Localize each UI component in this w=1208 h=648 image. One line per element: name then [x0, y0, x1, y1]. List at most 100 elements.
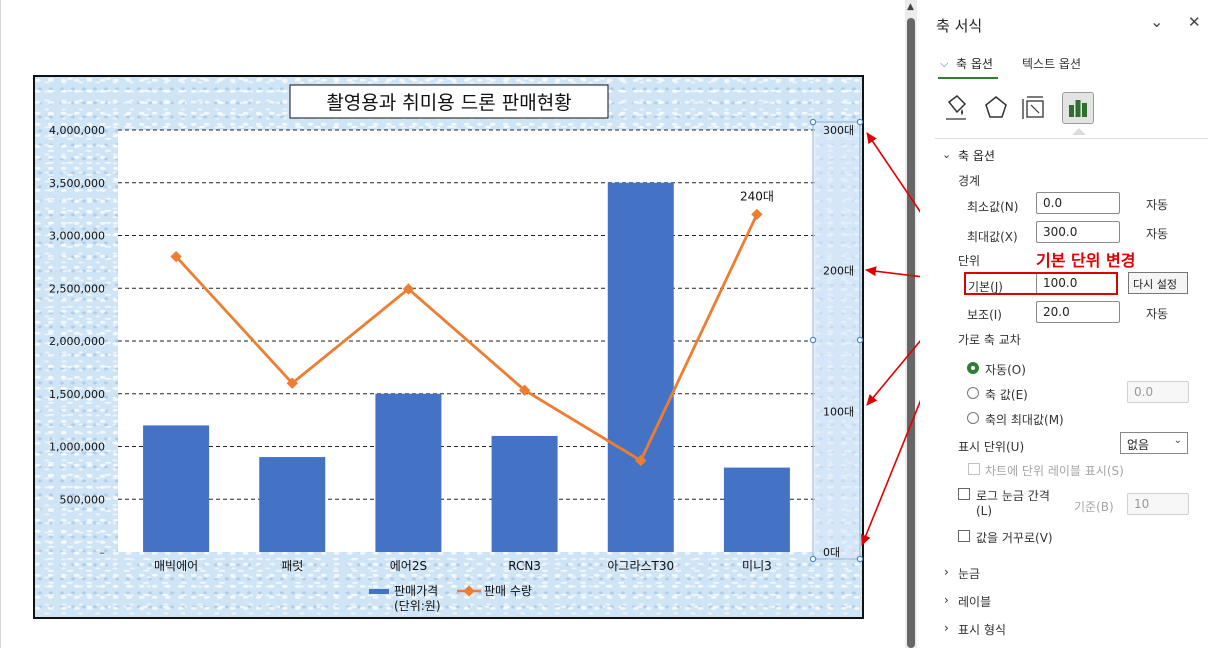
category-tick-label: 에어2S	[390, 559, 427, 573]
worksheet: 240대 – 500,000 1,000,000 1,500,000 2,000,000…	[0, 0, 905, 648]
radio-axis-max-label[interactable]: 축의 최대값(M)	[985, 413, 1064, 427]
selection-handle	[809, 555, 817, 563]
chevron-down-icon[interactable]: ⌄	[942, 148, 952, 161]
category-tick-label: 매빅에어	[154, 559, 198, 573]
min-field[interactable]	[1036, 192, 1120, 214]
category-axis-ticks: 매빅에어 패럿 에어2S RCN3 아그라스T30 미니3	[154, 559, 772, 573]
line-marker	[170, 250, 182, 263]
chart-title: 촬영용과 취미용 드론 판매현황	[326, 92, 571, 114]
minor-unit-label: 보조(I)	[967, 308, 1002, 322]
radio-axis-max[interactable]	[967, 412, 979, 424]
log-base-field[interactable]	[1127, 493, 1189, 515]
display-units-label: 표시 단위(U)	[958, 440, 1025, 454]
secondary-tick-label: 300대	[823, 124, 854, 137]
crosses-label: 가로 축 교차	[958, 333, 1021, 347]
primary-tick-label: 3,500,000	[49, 177, 105, 190]
section-tick-marks[interactable]: 눈금	[958, 567, 981, 581]
chevron-right-icon[interactable]: ›	[944, 565, 949, 579]
bar[interactable]	[143, 425, 210, 552]
display-units-select[interactable]: 없음 ⌄	[1120, 432, 1188, 454]
chevron-down-icon: ⌄	[1173, 435, 1182, 446]
tab-underline	[938, 77, 998, 79]
secondary-axis-selection[interactable]	[812, 121, 861, 560]
chevron-right-icon[interactable]: ›	[944, 621, 949, 635]
tab-axis-options[interactable]: 축 옵션	[956, 57, 993, 71]
radio-axis-value[interactable]	[967, 387, 979, 399]
minor-status: 자동	[1146, 307, 1169, 321]
axis-value-field[interactable]	[1127, 381, 1189, 403]
chart-title-box[interactable]: 촬영용과 취미용 드론 판매현황	[289, 84, 609, 119]
annotation-arrows	[0, 0, 905, 648]
show-unit-label-checkbox[interactable]	[968, 463, 980, 475]
chart-canvas: 240대 – 500,000 1,000,000 1,500,000 2,000,000…	[49, 84, 864, 613]
radio-auto[interactable]	[967, 362, 979, 374]
primary-tick-label: 1,000,000	[49, 441, 105, 454]
tab-chevron-icon: ⌵	[940, 57, 949, 70]
log-scale-checkbox[interactable]	[958, 488, 970, 500]
major-unit-highlight	[964, 272, 1118, 295]
bar[interactable]	[491, 435, 558, 552]
log-scale-label: 로그 눈금 간격	[976, 489, 1050, 503]
max-status: 자동	[1146, 227, 1169, 241]
max-field[interactable]	[1036, 221, 1120, 243]
bar[interactable]	[259, 457, 326, 552]
line-marker	[751, 208, 763, 221]
bar[interactable]	[375, 393, 442, 552]
selection-handle	[809, 336, 817, 344]
secondary-tick-label: 0대	[823, 546, 840, 559]
minor-unit-field[interactable]	[1036, 301, 1120, 323]
major-unit-field[interactable]	[1036, 272, 1118, 294]
secondary-tick-label: 100대	[823, 405, 854, 418]
primary-tick-label: 2,500,000	[49, 282, 105, 295]
primary-tick-label: 500,000	[60, 493, 106, 506]
primary-axis-ticks: – 500,000 1,000,000 1,500,000 2,000,000 2,500…	[49, 124, 105, 559]
sheet-border	[0, 0, 1, 648]
scroll-up-icon[interactable]: ▲	[907, 2, 914, 12]
format-axis-panel: 축 서식 ⌄ ✕ ⌵ 축 옵션 텍스트 옵션 ⌄ 축 옵션	[920, 0, 1208, 648]
line-series[interactable]: 240대	[170, 189, 774, 467]
panel-title: 축 서식	[936, 17, 983, 35]
primary-tick-label: 3,000,000	[49, 230, 105, 243]
line-marker	[635, 454, 647, 467]
bar[interactable]	[607, 182, 674, 552]
radio-axis-value-label[interactable]: 축 값(E)	[985, 388, 1028, 402]
scroll-thumb[interactable]	[907, 18, 915, 648]
major-unit-label: 기본(J)	[968, 280, 1003, 294]
selection-handle	[809, 118, 817, 126]
selection-handle	[856, 555, 864, 563]
min-status: 자동	[1146, 198, 1169, 212]
fill-line-icon[interactable]	[940, 92, 972, 124]
size-properties-icon[interactable]	[1018, 92, 1050, 124]
tab-text-options[interactable]: 텍스트 옵션	[1022, 57, 1082, 71]
chart-area[interactable]: 240대 – 500,000 1,000,000 1,500,000 2,000,000…	[33, 75, 864, 619]
legend[interactable]: 판매가격 (단위:원) 판매 수량	[369, 584, 532, 613]
primary-tick-label: 4,000,000	[49, 124, 105, 137]
effects-pentagon-icon[interactable]	[980, 92, 1012, 124]
tab-pointer	[1072, 128, 1086, 135]
bar[interactable]	[723, 467, 790, 552]
close-icon[interactable]: ✕	[1188, 13, 1201, 31]
section-axis-options[interactable]: 축 옵션	[958, 149, 995, 163]
reverse-order-checkbox[interactable]	[958, 530, 970, 542]
secondary-axis-ticks: 0대 100대 200대 300대	[823, 124, 854, 559]
data-label: 240대	[740, 189, 774, 203]
category-tick-label: 아그라스T30	[607, 559, 674, 573]
annotation-text: 기본 단위 변경	[1036, 251, 1136, 270]
secondary-tick-label: 200대	[823, 265, 854, 278]
section-labels[interactable]: 레이블	[958, 595, 992, 609]
legend-bar-swatch	[369, 589, 389, 594]
primary-tick-label: –	[100, 546, 106, 559]
line-marker	[286, 377, 298, 389]
bar-series[interactable]	[143, 182, 790, 552]
radio-auto-label[interactable]: 자동(O)	[985, 363, 1026, 377]
section-number-format[interactable]: 표시 형식	[958, 623, 1006, 637]
category-tick-label: RCN3	[508, 559, 541, 573]
selection-handles[interactable]	[809, 118, 864, 563]
axis-options-chart-icon[interactable]	[1062, 92, 1094, 124]
chevron-down-icon[interactable]: ⌄	[1150, 12, 1164, 31]
selection-handle	[856, 118, 864, 126]
vertical-scrollbar[interactable]: ▲	[905, 0, 917, 648]
chevron-right-icon[interactable]: ›	[944, 593, 949, 607]
reset-button[interactable]: 다시 설정	[1128, 272, 1188, 294]
series-line	[175, 213, 759, 463]
